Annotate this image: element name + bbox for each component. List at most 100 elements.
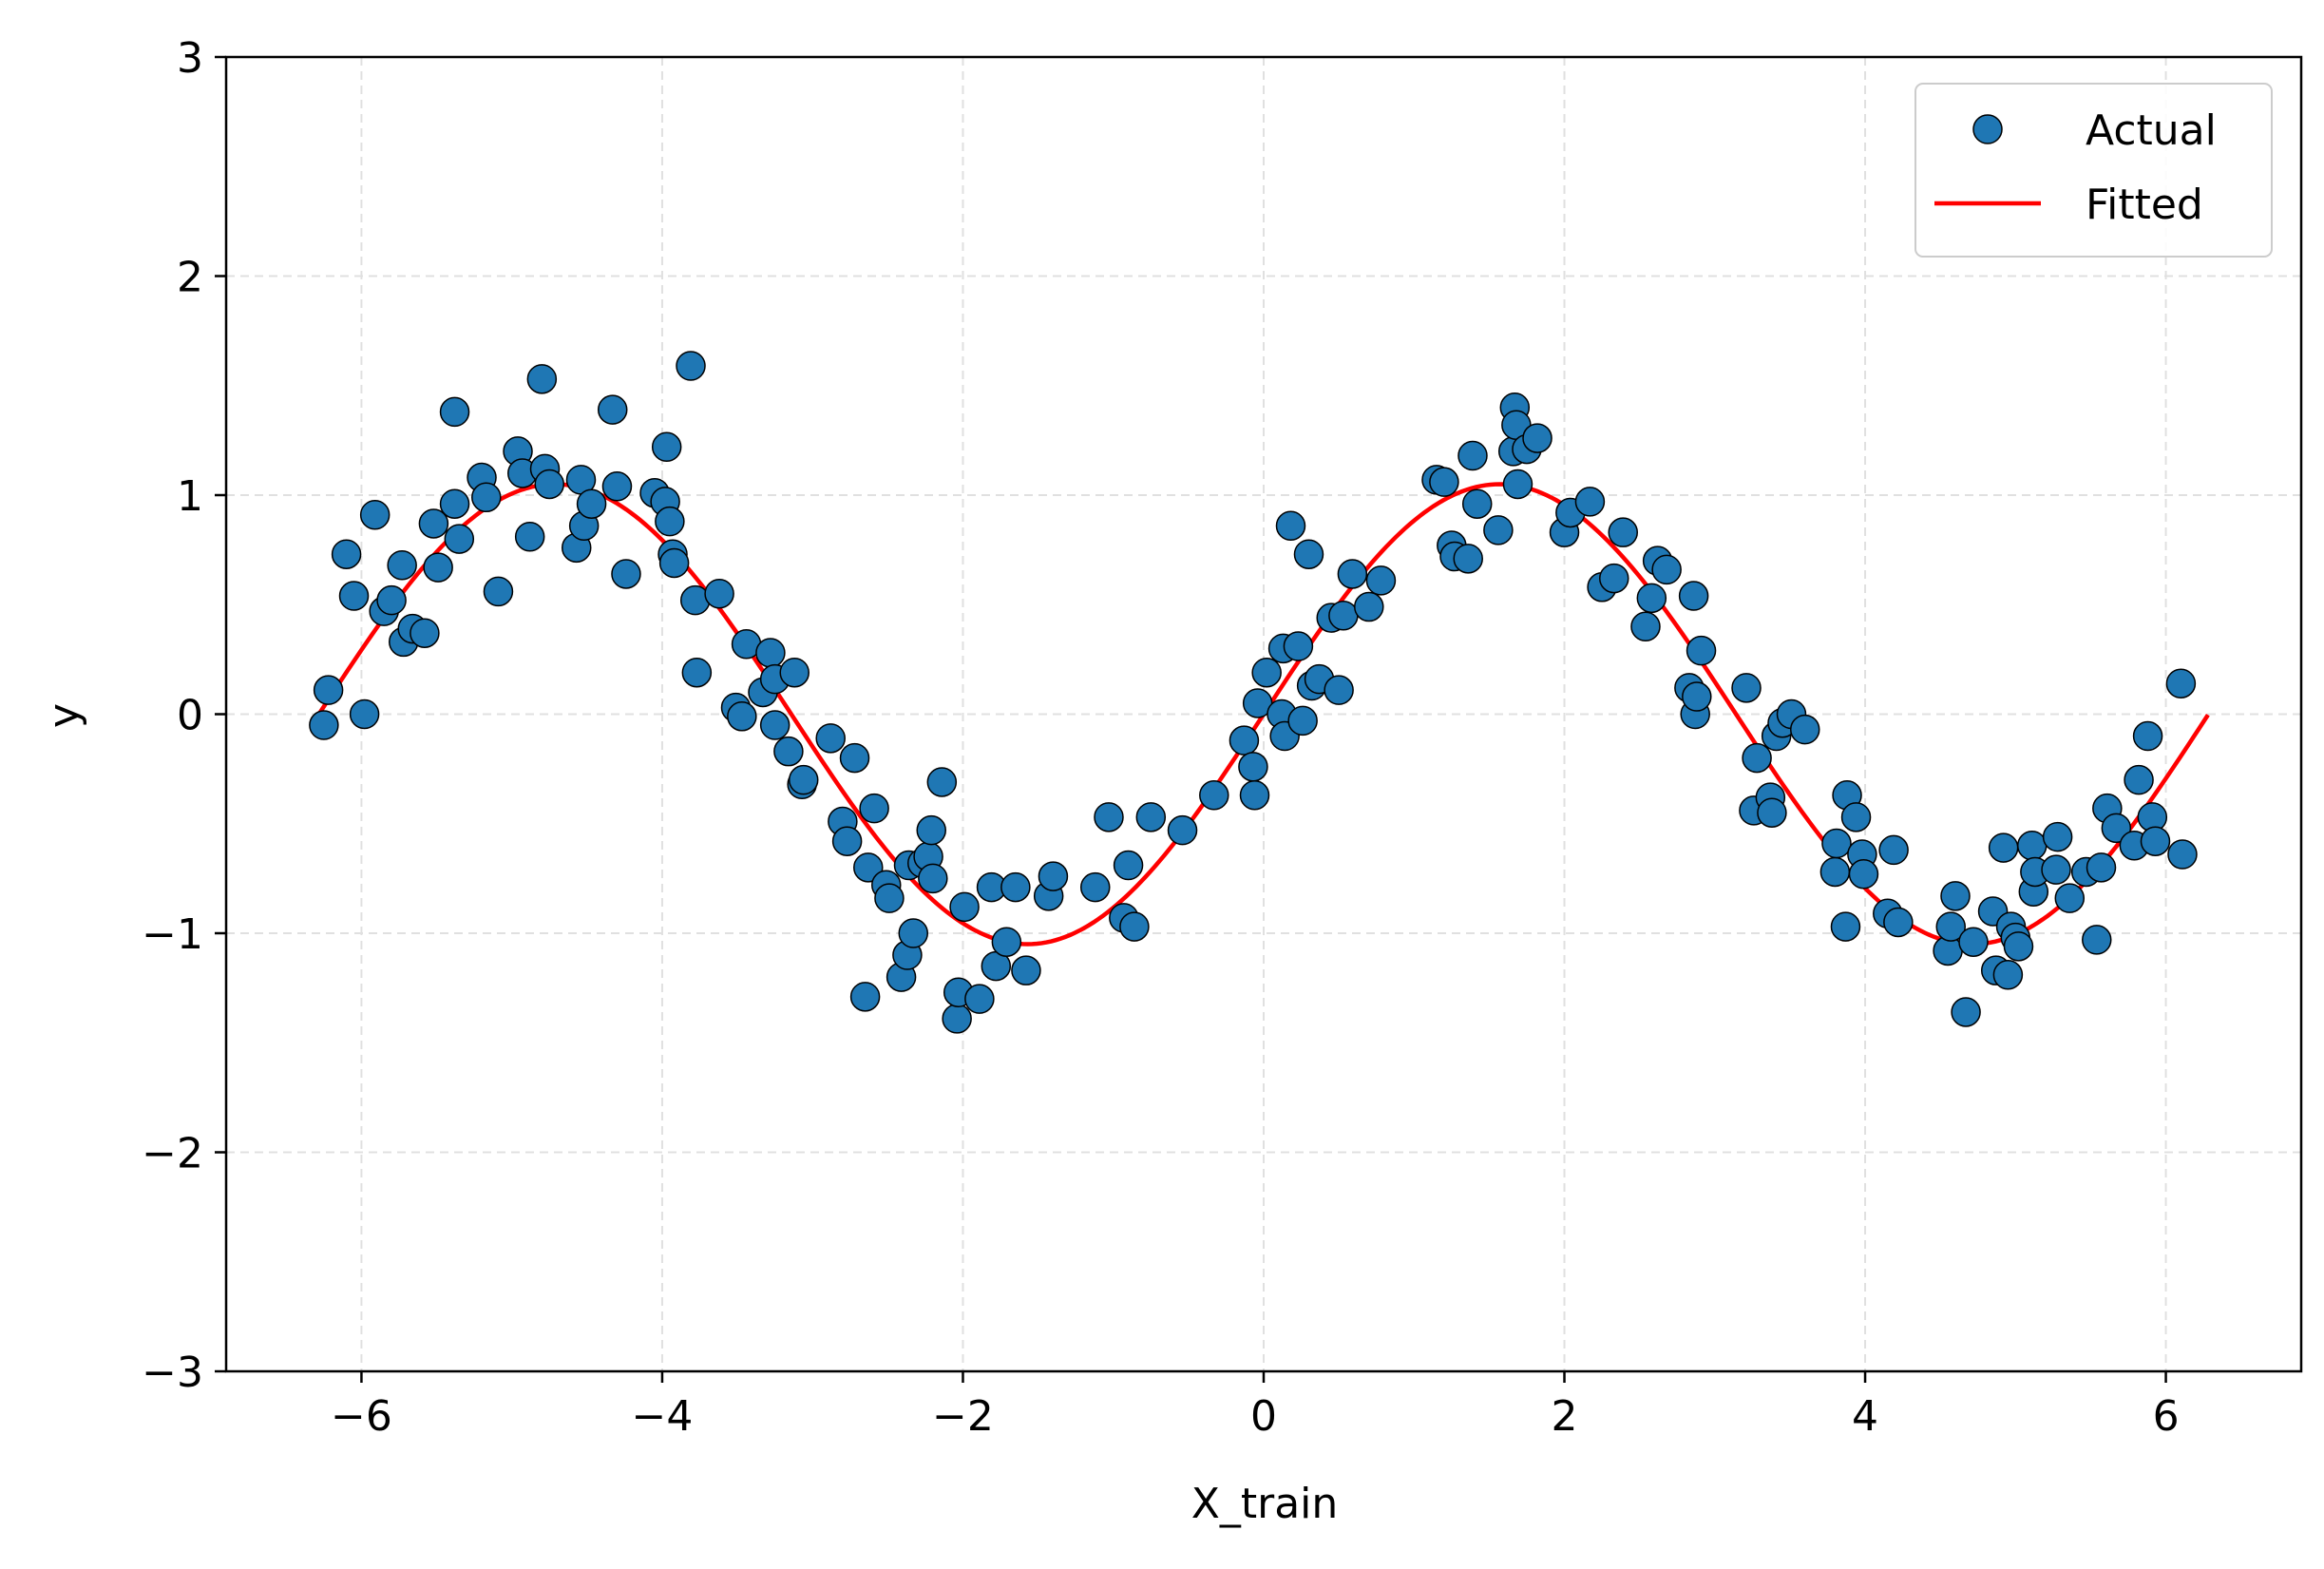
data-point — [1094, 802, 1124, 832]
data-point — [1935, 911, 1967, 942]
data-point — [704, 578, 734, 609]
data-point — [849, 982, 881, 1012]
data-point — [471, 482, 502, 513]
data-point — [439, 396, 470, 428]
data-point — [853, 852, 884, 883]
data-point — [681, 657, 713, 688]
data-point — [1113, 850, 1144, 881]
data-point — [1574, 487, 1606, 517]
y-tick-label: 3 — [177, 34, 203, 83]
data-point — [1522, 423, 1553, 453]
data-point — [1608, 517, 1638, 547]
data-point — [2086, 852, 2117, 883]
data-point — [483, 576, 514, 607]
data-point — [942, 1004, 972, 1034]
data-point — [1238, 752, 1268, 782]
data-point — [1651, 554, 1682, 585]
data-point — [576, 488, 607, 519]
data-point — [1940, 881, 1971, 911]
data-point — [387, 550, 417, 581]
data-point — [859, 793, 889, 824]
data-point — [831, 826, 863, 856]
data-point — [1630, 611, 1661, 642]
data-point — [1239, 780, 1270, 811]
x-tick-label: 0 — [1250, 1392, 1277, 1441]
data-point — [376, 584, 407, 616]
y-tick-label: 2 — [177, 254, 203, 302]
data-point — [926, 767, 958, 797]
data-point — [444, 524, 475, 554]
data-point — [2003, 931, 2034, 962]
data-point — [788, 764, 819, 795]
x-tick-label: 4 — [1852, 1392, 1878, 1441]
data-point — [727, 701, 757, 732]
ticks: −6 −4 −2 0 2 4 6 −3 −2 −1 0 1 2 3 — [142, 34, 2179, 1441]
data-point — [1011, 955, 1041, 985]
data-point — [514, 522, 545, 552]
y-tick-label: −3 — [142, 1349, 203, 1397]
data-point — [2165, 668, 2197, 698]
x-axis-label: X_train — [1191, 1480, 1339, 1528]
data-point — [1742, 742, 1772, 774]
data-point — [1287, 705, 1318, 737]
legend-actual-marker — [1972, 114, 2003, 144]
actual-series — [309, 351, 2198, 1034]
data-point — [759, 710, 791, 740]
x-tick-label: −2 — [932, 1392, 994, 1441]
data-point — [1251, 657, 1282, 688]
data-point — [1830, 911, 1861, 942]
y-tick-label: −1 — [142, 910, 203, 959]
data-point — [898, 918, 929, 948]
data-point — [1992, 960, 2024, 990]
data-point — [1167, 814, 1198, 846]
data-point — [309, 710, 339, 740]
data-point — [1757, 797, 1787, 828]
data-point — [313, 675, 344, 705]
data-point — [1324, 675, 1354, 705]
data-point — [410, 618, 440, 648]
data-point — [439, 488, 470, 519]
y-axis-label: y — [40, 703, 88, 728]
data-point — [676, 351, 706, 381]
data-point — [1000, 871, 1031, 903]
data-point — [1731, 673, 1762, 703]
data-point — [839, 742, 870, 774]
x-tick-label: 6 — [2153, 1392, 2180, 1441]
data-point — [1951, 997, 1981, 1027]
data-point — [1686, 635, 1717, 666]
data-point — [1840, 802, 1872, 832]
data-point — [755, 638, 786, 668]
data-point — [1958, 927, 1989, 957]
data-point — [1135, 802, 1167, 832]
data-point — [1119, 911, 1150, 942]
data-point — [2101, 813, 2132, 844]
data-point — [534, 469, 565, 500]
data-point — [1079, 871, 1111, 903]
data-point — [1457, 440, 1488, 471]
data-point — [2082, 925, 2112, 955]
data-point — [773, 736, 804, 767]
x-tick-label: 2 — [1552, 1392, 1578, 1441]
data-point — [349, 698, 380, 730]
data-point — [2054, 883, 2086, 913]
data-point — [815, 723, 846, 754]
data-point — [1598, 563, 1629, 594]
y-tick-label: 1 — [177, 472, 203, 521]
data-point — [1365, 565, 1397, 596]
data-point — [2124, 764, 2154, 795]
data-point — [1199, 780, 1229, 811]
data-point — [2167, 839, 2198, 870]
data-point — [1502, 469, 1533, 500]
data-point — [1819, 856, 1851, 888]
data-point — [1682, 681, 1712, 712]
data-point — [597, 394, 628, 425]
data-point — [916, 814, 946, 846]
data-point — [1848, 859, 1879, 890]
data-point — [338, 581, 370, 611]
legend-fitted-label: Fitted — [2086, 181, 2203, 229]
data-point — [1429, 467, 1459, 497]
data-point — [1461, 488, 1493, 519]
